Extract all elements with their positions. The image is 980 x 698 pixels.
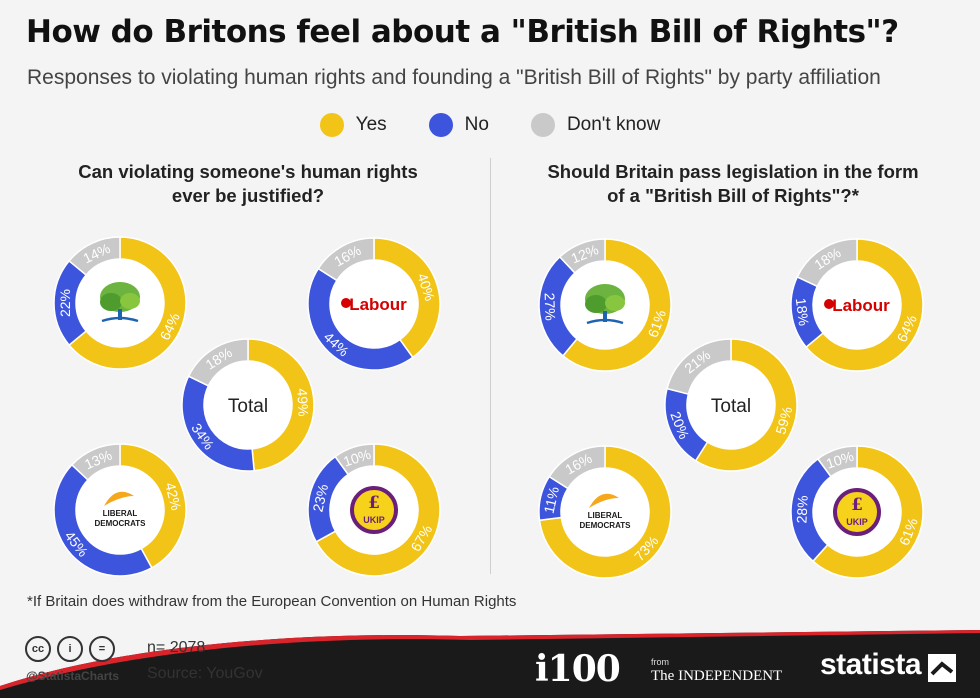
question-title-bill-of-rights: Should Britain pass legislation in the f… xyxy=(547,161,919,206)
donut-bill-ukip-slice-don-t-know xyxy=(816,445,858,478)
i100-logo: i100 xyxy=(535,648,621,690)
source: Source: YouGov xyxy=(147,665,263,682)
creative-commons-icon: cc xyxy=(25,636,51,662)
footnote: *If Britain does withdraw from the Europ… xyxy=(27,593,517,610)
lib-dem-bird-icon xyxy=(104,491,134,506)
legend-item-yes: Yes xyxy=(319,113,387,137)
donut-justified-conservative-label-no: 22% xyxy=(57,289,73,317)
donut-justified-ukip-label-no: 23% xyxy=(309,483,331,514)
donut-justified-liberal-democrats-slice-no xyxy=(53,463,153,577)
donut-bill-labour-label-no: 18% xyxy=(793,297,812,327)
tree-icon xyxy=(100,282,140,323)
donut-justified-ukip: 67%23%10%£UKIP xyxy=(307,443,441,577)
legend-label-dont-know: Don't know xyxy=(566,114,661,135)
lib-dem-logo-text: LIBERAL xyxy=(103,509,138,518)
panel-divider xyxy=(490,158,491,574)
donut-bill-total-slice-yes xyxy=(694,338,798,472)
donut-bill-conservative-slice-don-t-know xyxy=(558,238,606,274)
donut-justified-labour: 40%44%16%Labour xyxy=(307,237,441,371)
from-label: from xyxy=(651,657,669,667)
labour-logo: Labour xyxy=(349,295,407,314)
legend-swatch-no xyxy=(428,113,453,137)
statista-logo: statista xyxy=(820,648,922,681)
donut-bill-liberal-democrats-slice-yes xyxy=(538,445,672,579)
donut-justified-conservative-slice-yes xyxy=(68,236,187,370)
donut-bill-liberal-democrats-label-no: 11% xyxy=(541,485,563,515)
donut-justified-total-center-label: Total xyxy=(228,396,268,417)
donut-bill-ukip-slice-yes xyxy=(811,445,924,579)
ukip-logo-text: UKIP xyxy=(363,515,385,525)
labour-rose-icon xyxy=(341,298,351,308)
license-icons: cc i = xyxy=(25,636,115,662)
donut-bill-labour-slice-yes xyxy=(805,238,924,372)
ukip-logo-text: UKIP xyxy=(846,517,868,527)
donut-bill-total-label-yes: 59% xyxy=(772,405,795,436)
legend-swatch-yes xyxy=(319,113,344,137)
donut-justified-liberal-democrats-slice-don-t-know xyxy=(70,443,121,481)
donut-justified-total-label-yes: 49% xyxy=(294,388,311,417)
donut-justified-ukip-slice-yes xyxy=(315,443,441,577)
chart-subtitle: Responses to violating human rights and … xyxy=(27,66,881,89)
donut-bill-conservative: 61%27%12% xyxy=(538,238,672,372)
no-derivatives-icon: = xyxy=(89,636,115,662)
donut-justified-ukip-slice-don-t-know xyxy=(334,443,375,476)
independent-logo: The INDEPENDENT xyxy=(651,668,783,684)
lib-dem-logo-text: DEMOCRATS xyxy=(580,521,632,530)
statista-icon xyxy=(928,654,956,682)
legend-swatch-dont-know xyxy=(530,113,555,137)
ukip-logo-icon xyxy=(833,488,881,536)
donut-bill-conservative-slice-yes xyxy=(561,238,672,372)
legend-label-no: No xyxy=(464,114,489,135)
donut-justified-labour-slice-don-t-know xyxy=(317,237,375,282)
ukip-logo-icon xyxy=(350,486,398,534)
donut-bill-ukip: 61%28%10%£UKIP xyxy=(790,445,924,579)
donut-justified-total: 49%34%18%Total xyxy=(181,338,315,472)
chart-title: How do Britons feel about a "British Bil… xyxy=(26,14,899,50)
labour-rose-icon xyxy=(824,299,834,309)
legend: Yes No Don't know xyxy=(0,113,980,137)
donut-justified-liberal-democrats-label-yes: 42% xyxy=(162,481,184,512)
sample-size: n= 2078 xyxy=(147,639,206,656)
lib-dem-logo-text: LIBERAL xyxy=(588,511,623,520)
tree-icon xyxy=(585,284,625,325)
donut-bill-ukip-label-no: 28% xyxy=(793,495,810,524)
donut-bill-conservative-label-no: 27% xyxy=(542,292,559,321)
lib-dem-bird-icon xyxy=(589,493,619,508)
donut-justified-conservative-slice-don-t-know xyxy=(68,236,121,277)
legend-label-yes: Yes xyxy=(355,114,387,135)
attribution-icon: i xyxy=(57,636,83,662)
labour-logo: Labour xyxy=(832,296,890,315)
lib-dem-logo-text: DEMOCRATS xyxy=(95,519,147,528)
ukip-pound-icon: £ xyxy=(368,493,380,513)
statista-handle: @StatistaCharts xyxy=(26,669,120,683)
legend-item-no: No xyxy=(428,113,489,137)
legend-item-dont-know: Don't know xyxy=(530,113,661,137)
donut-bill-labour-slice-don-t-know xyxy=(796,238,858,288)
donut-bill-total: 59%20%21%Total xyxy=(664,338,798,472)
donut-justified-total-slice-don-t-know xyxy=(187,338,249,387)
donut-justified-total-slice-yes xyxy=(247,338,315,472)
donut-bill-total-center-label: Total xyxy=(711,396,751,417)
donut-bill-liberal-democrats-slice-don-t-know xyxy=(548,445,606,490)
ukip-pound-icon: £ xyxy=(851,495,863,515)
donut-charts: 64%22%14%40%44%16%Labour49%34%18%Total42… xyxy=(53,236,924,579)
donut-justified-conservative: 64%22%14% xyxy=(53,236,187,370)
donut-bill-labour: 64%18%18%Labour xyxy=(790,238,924,372)
donut-bill-total-slice-don-t-know xyxy=(666,338,732,395)
question-title-justified: Can violating someone's human rights eve… xyxy=(78,161,418,206)
